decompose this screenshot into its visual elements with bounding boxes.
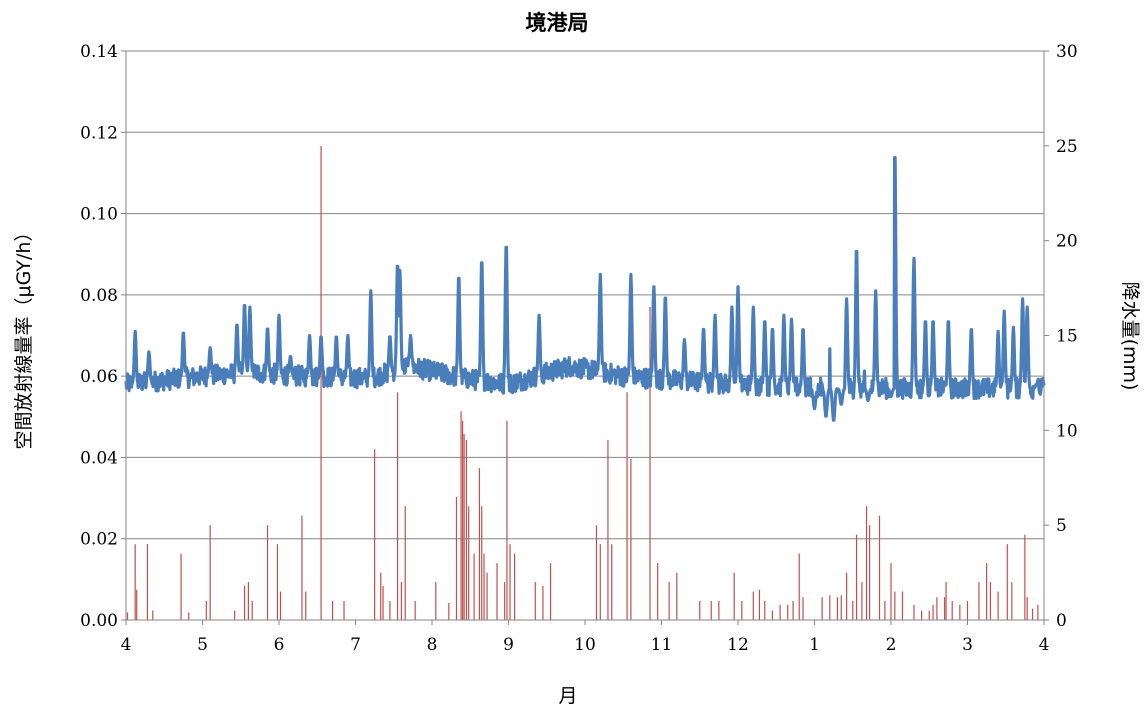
y-left-tick-label: 0.14 bbox=[80, 42, 118, 62]
dose-rate-line bbox=[124, 156, 1046, 422]
y-right-tick-label: 25 bbox=[1056, 137, 1078, 157]
y-left-axis-label: 空間放射線量率（μGY/h） bbox=[13, 223, 35, 450]
y-right-tick-label: 30 bbox=[1056, 42, 1078, 62]
y-right-tick-label: 15 bbox=[1056, 327, 1078, 347]
y-left-tick-label: 0.08 bbox=[80, 286, 118, 306]
y-right-axis-label: 降水量(mm) bbox=[1119, 282, 1141, 391]
x-tick-label: 7 bbox=[350, 635, 361, 655]
x-tick-label: 6 bbox=[274, 635, 285, 655]
x-tick-label: 5 bbox=[197, 635, 208, 655]
x-tick-label: 9 bbox=[503, 635, 514, 655]
tick-labels: 0.000.020.040.060.080.100.120.1405101520… bbox=[80, 42, 1078, 655]
grid-lines bbox=[126, 50, 1044, 540]
y-left-tick-label: 0.04 bbox=[80, 448, 118, 468]
rainfall-series bbox=[126, 145, 1039, 620]
y-left-tick-label: 0.00 bbox=[80, 611, 118, 631]
y-left-tick-label: 0.02 bbox=[80, 530, 118, 550]
y-left-tick-label: 0.12 bbox=[80, 123, 118, 143]
chart-title: 境港局 bbox=[526, 11, 589, 35]
y-right-tick-label: 20 bbox=[1056, 232, 1078, 252]
x-tick-label: 8 bbox=[427, 635, 438, 655]
x-tick-label: 10 bbox=[574, 635, 596, 655]
y-left-tick-label: 0.06 bbox=[80, 367, 118, 387]
y-right-tick-label: 10 bbox=[1056, 421, 1078, 441]
y-left-tick-label: 0.10 bbox=[80, 205, 118, 225]
dose-rate-series bbox=[124, 156, 1046, 422]
x-axis-label: 月 bbox=[558, 685, 577, 707]
plot-frame bbox=[121, 50, 1049, 625]
x-tick-label: 12 bbox=[727, 635, 749, 655]
x-tick-label: 2 bbox=[886, 635, 897, 655]
x-tick-label: 3 bbox=[962, 635, 973, 655]
x-tick-label: 4 bbox=[121, 635, 132, 655]
y-right-tick-label: 0 bbox=[1056, 611, 1067, 631]
y-right-tick-label: 5 bbox=[1056, 516, 1067, 536]
x-tick-label: 1 bbox=[809, 635, 820, 655]
x-tick-label: 11 bbox=[651, 635, 673, 655]
x-tick-label: 4 bbox=[1039, 635, 1050, 655]
